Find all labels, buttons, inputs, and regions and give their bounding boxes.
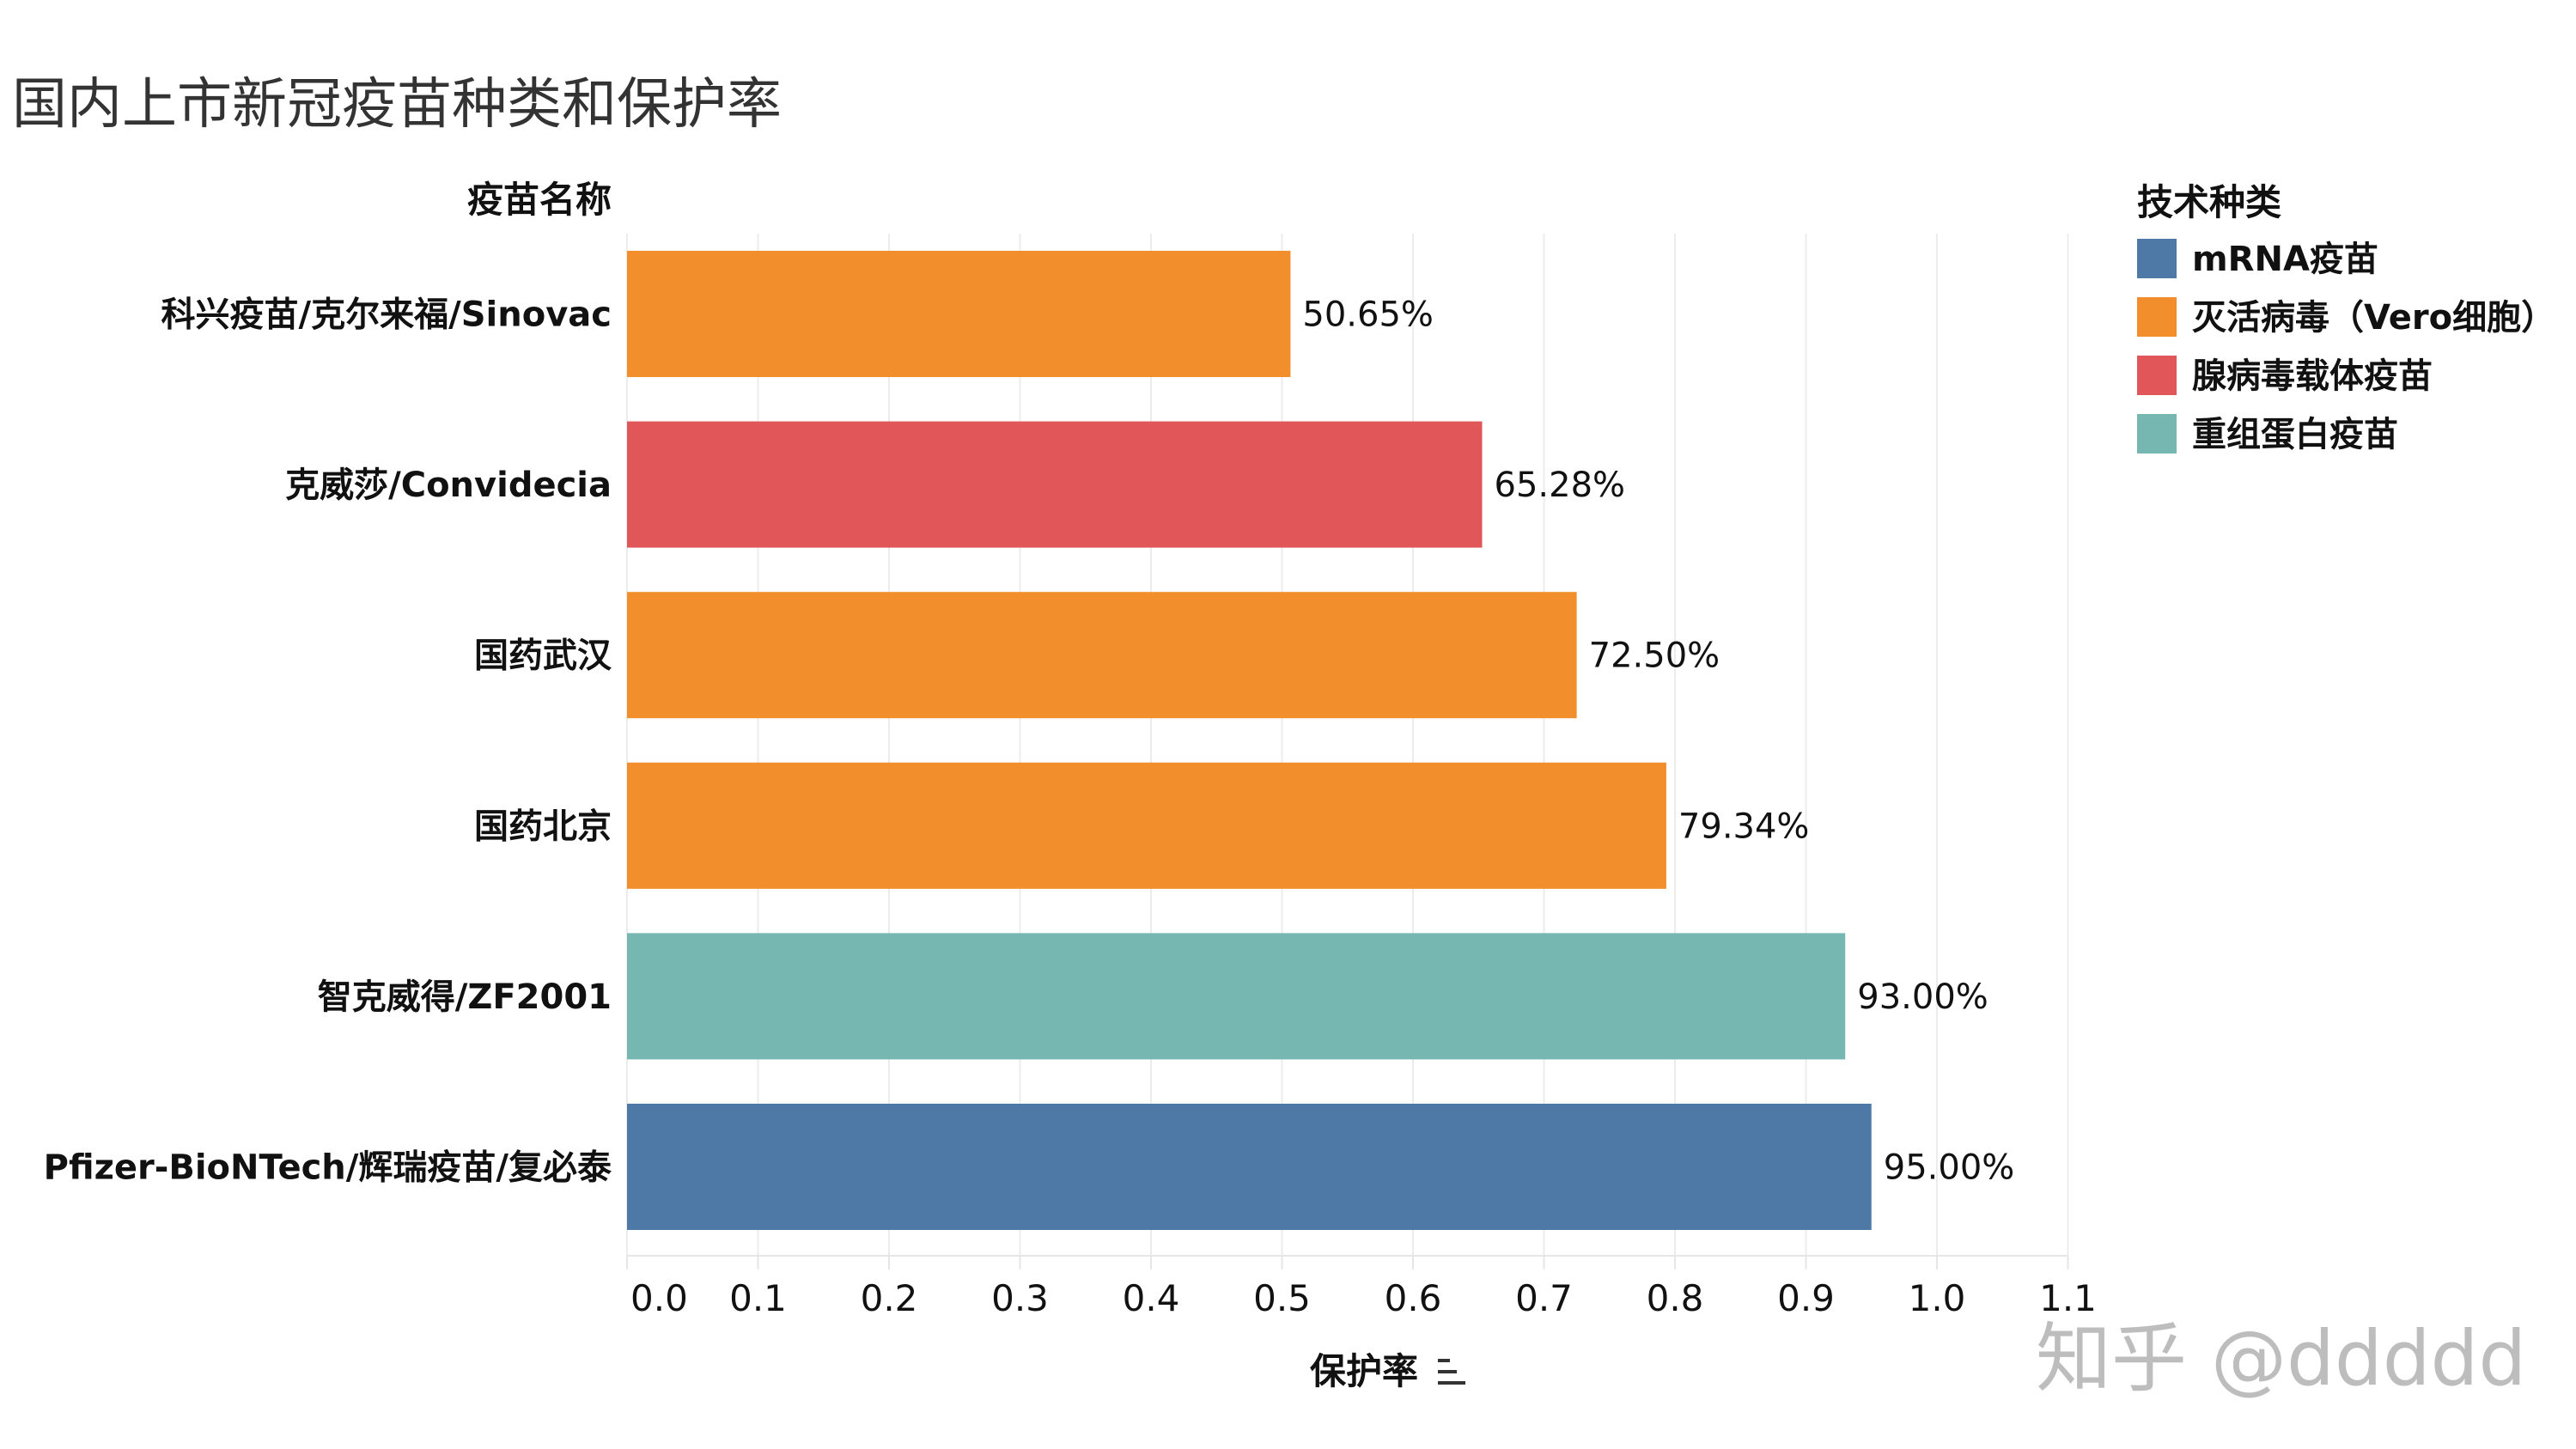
category-header: 疫苗名称 — [467, 179, 612, 221]
x-tick-label: 0.9 — [1777, 1277, 1835, 1319]
bars: 50.65% 科兴疫苗/克尔来福/Sinovac 65.28% 克威莎/Convide… — [44, 251, 2015, 1230]
bar — [627, 251, 1291, 377]
bar-value-label: 93.00% — [1857, 977, 1988, 1017]
legend-swatch — [2137, 239, 2177, 278]
bar-value-label: 79.34% — [1678, 807, 1810, 846]
category-label: 科兴疫苗/克尔来福/Sinovac — [161, 295, 612, 335]
x-tick-label: 0.1 — [729, 1277, 787, 1319]
bar-value-label: 72.50% — [1589, 636, 1720, 676]
legend-swatch — [2137, 356, 2177, 395]
bar-value-label: 95.00% — [1884, 1148, 2015, 1188]
bar — [627, 421, 1483, 548]
legend-item-label: 灭活病毒（Vero细胞） — [2192, 298, 2555, 338]
legend-swatch — [2137, 414, 2177, 454]
x-tick-label: 0.3 — [991, 1277, 1049, 1319]
legend-swatch — [2137, 297, 2177, 337]
x-tick-label: 0.0 — [630, 1277, 688, 1319]
category-label: 克威莎/Convidecia — [285, 466, 612, 505]
legend-item-label: mRNA疫苗 — [2192, 240, 2378, 279]
legend-item-label: 腺病毒载体疫苗 — [2192, 356, 2433, 396]
x-tick-label: 0.8 — [1647, 1277, 1704, 1319]
category-label: Pfizer-BioNTech/辉瑞疫苗/复必泰 — [44, 1148, 612, 1188]
bar — [627, 933, 1846, 1060]
gridlines — [626, 234, 2069, 1256]
bar-value-label: 50.65% — [1302, 295, 1434, 335]
category-label: 智克威得/ZF2001 — [318, 977, 612, 1017]
sort-icon[interactable] — [1438, 1359, 1465, 1385]
bar — [627, 762, 1666, 889]
x-tick-label: 0.6 — [1385, 1277, 1442, 1319]
x-tick-label: 1.0 — [1909, 1277, 1966, 1319]
chart-title: 国内上市新冠疫苗种类和保护率 — [12, 73, 782, 137]
x-tick-label: 0.2 — [861, 1277, 918, 1319]
watermark: 知乎 @ddddd — [2036, 1314, 2526, 1403]
bar-value-label: 65.28% — [1495, 466, 1626, 505]
x-axis-label: 保护率 — [1310, 1350, 1418, 1392]
legend-item-label: 重组蛋白疫苗 — [2192, 415, 2398, 454]
x-axis-ticks: 0.0 0.1 0.2 0.3 0.4 0.5 0.6 0.7 0.8 0.9 1.0 1.1 — [626, 1255, 2097, 1319]
x-tick-label: 0.7 — [1515, 1277, 1573, 1319]
category-label: 国药北京 — [474, 807, 612, 846]
x-tick-label: 0.5 — [1253, 1277, 1311, 1319]
legend-title: 技术种类 — [2137, 181, 2281, 223]
x-tick-label: 0.4 — [1123, 1277, 1180, 1319]
bar — [627, 1104, 1872, 1230]
category-label: 国药武汉 — [474, 636, 612, 676]
bar — [627, 592, 1577, 719]
x-tick-label: 1.1 — [2039, 1277, 2097, 1319]
